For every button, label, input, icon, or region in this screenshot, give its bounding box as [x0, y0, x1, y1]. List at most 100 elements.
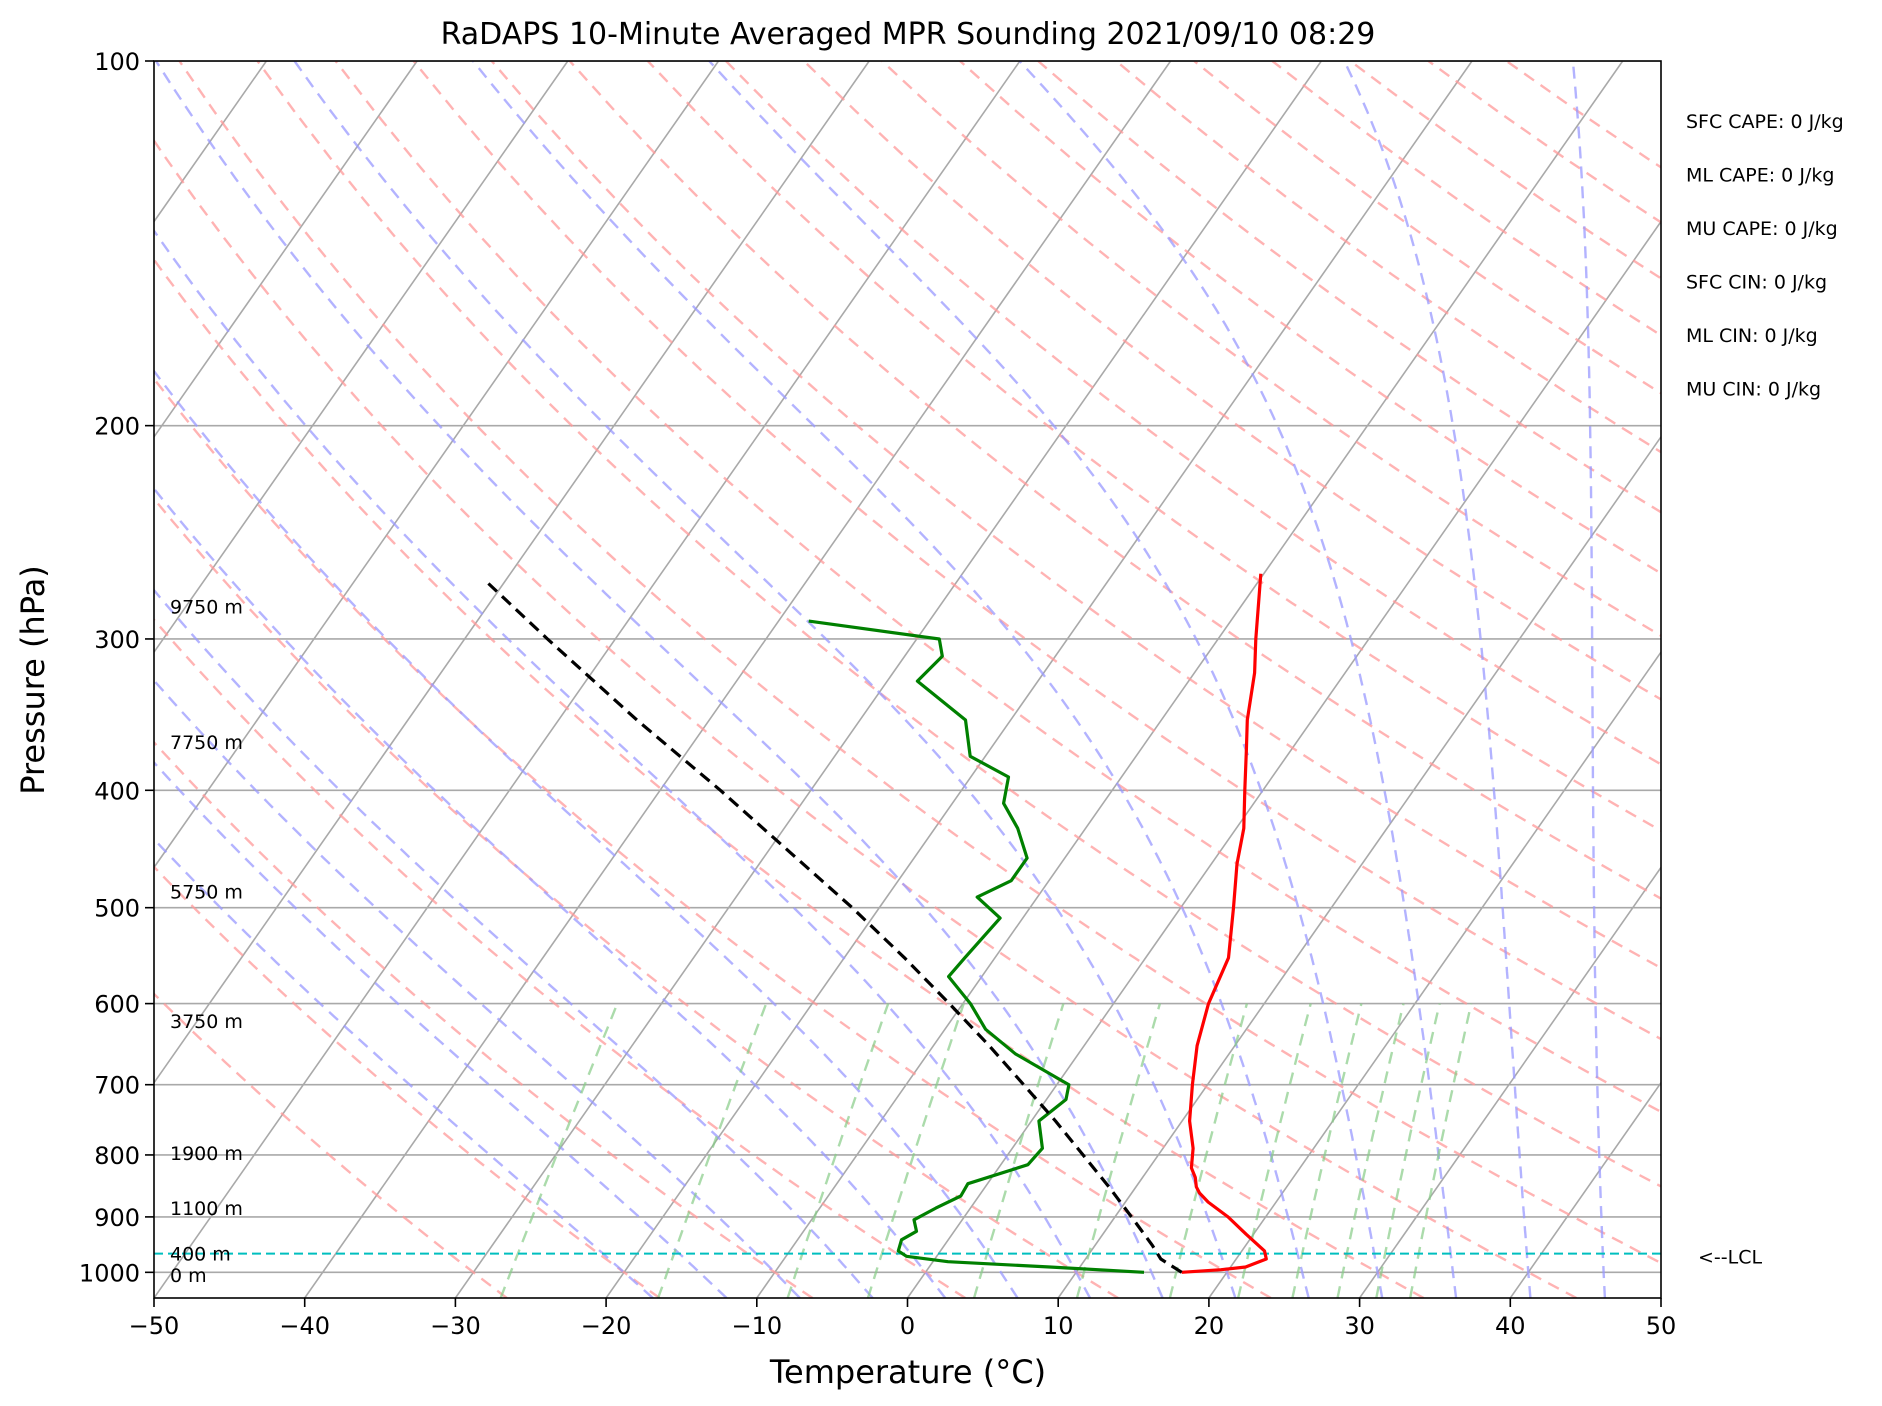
x-tick-label: −20 [581, 1312, 632, 1340]
series-line-3 [487, 582, 1183, 1274]
dry-adiabat-line [1193, 61, 1661, 395]
x-tick-label: 40 [1495, 1312, 1526, 1340]
dry-adiabat-line [490, 61, 1661, 970]
moist-adiabat-line [154, 228, 1092, 1298]
isotherm-line [454, 61, 1322, 1298]
dry-adiabat-line [412, 61, 1661, 1041]
dry-adiabat-line [1349, 61, 1661, 280]
y-tick-label: 600 [94, 991, 140, 1019]
dry-adiabat-line [1427, 61, 1661, 224]
isotherm-line [1208, 650, 1661, 1298]
height-label: 1100 m [170, 1198, 243, 1220]
y-tick-label: 300 [94, 626, 140, 654]
moist-adiabat-line [1018, 61, 1458, 1298]
dry-adiabat-line [1271, 61, 1661, 337]
dry-adiabat-line [803, 61, 1661, 701]
isotherm-line [154, 61, 418, 439]
y-tick-label: 900 [94, 1204, 140, 1232]
dry-adiabat-line [178, 61, 1661, 1265]
axis-layer: −50 −40 −30 −20 −10 0 10 20 30 40 50 100 200 300 400 50… [79, 48, 1676, 1340]
x-tick-label: −40 [279, 1312, 330, 1340]
x-tick-label: 10 [1043, 1312, 1074, 1340]
isotherm-line [1057, 435, 1661, 1298]
dry-adiabat-line [1115, 61, 1661, 454]
mixing-ratio-line [1236, 1003, 1312, 1298]
mixing-ratio-line [1075, 1003, 1162, 1298]
y-tick-label: 400 [94, 777, 140, 805]
y-tick-label: 100 [94, 48, 140, 76]
isotherm-line [1358, 866, 1661, 1298]
y-tick-label: 200 [94, 413, 140, 441]
dry-adiabat-line [881, 61, 1661, 638]
x-tick-label: −10 [731, 1312, 782, 1340]
dry-adiabat-line [154, 138, 1578, 1298]
isotherm-line [1660, 1296, 1661, 1298]
dry-adiabat-line [1037, 61, 1661, 514]
isotherm-line [906, 220, 1661, 1298]
dry-adiabat-line [154, 257, 1425, 1298]
moist-adiabat-line [154, 486, 947, 1298]
mixing-ratio-line [1291, 1003, 1363, 1298]
dry-adiabat-line [256, 61, 1661, 1188]
y-tick-label: 800 [94, 1142, 140, 1170]
x-tick-label: 0 [900, 1312, 915, 1340]
isotherm-line [154, 61, 870, 1085]
moist-adiabat-line [154, 837, 654, 1298]
stat-annotation: MU CAPE: 0 J/kg [1686, 218, 1838, 240]
height-label: 0 m [170, 1265, 207, 1287]
dry-adiabat-line [334, 61, 1661, 1114]
dry-adiabat-line [1505, 61, 1661, 169]
mixing-ratio-line [499, 1003, 619, 1298]
x-tick-label: −50 [129, 1312, 180, 1340]
series-layer [154, 573, 1661, 1274]
moist-adiabat-line [1343, 61, 1532, 1298]
moist-adiabat-line [708, 61, 1384, 1298]
height-label: 3750 m [170, 1011, 243, 1033]
stat-annotation: SFC CAPE: 0 J/kg [1686, 111, 1844, 133]
mixing-ratio-line [1375, 1003, 1441, 1298]
x-tick-label: 30 [1344, 1312, 1375, 1340]
lcl-label: <--LCL [1698, 1247, 1762, 1269]
dry-adiabat-line [725, 61, 1661, 766]
height-label: 7750 m [170, 732, 243, 754]
dry-adiabat-line [959, 61, 1661, 575]
x-tick-label: 20 [1194, 1312, 1225, 1340]
stat-annotation: ML CIN: 0 J/kg [1686, 325, 1818, 347]
y-tick-label: 500 [94, 895, 140, 923]
mixing-ratio-line [786, 1003, 890, 1298]
isotherm-line [304, 61, 1172, 1298]
plot-frame [153, 60, 1662, 1299]
moist-adiabat-line [154, 760, 728, 1298]
y-tick-label: 1000 [79, 1259, 140, 1287]
isotherm-line [154, 61, 720, 869]
chart-title: RaDAPS 10-Minute Averaged MPR Sounding 2… [441, 17, 1376, 52]
mixing-ratio-line [1336, 1003, 1405, 1298]
dry-adiabat-line [154, 992, 508, 1298]
moist-adiabat-line [154, 369, 1019, 1298]
y-tick-label: 700 [94, 1072, 140, 1100]
mixing-ratio-line [866, 1003, 965, 1298]
isotherm-line [154, 61, 569, 654]
stat-annotation: MU CIN: 0 J/kg [1686, 379, 1821, 401]
dry-adiabat-line [646, 61, 1661, 833]
moist-adiabat-line [154, 61, 1164, 1298]
mixing-ratio-line [972, 1003, 1065, 1298]
isotherm-line [605, 61, 1473, 1298]
moist-adiabat-line [1571, 61, 1607, 1298]
dry-adiabat-line [568, 61, 1661, 900]
x-tick-label: 50 [1646, 1312, 1677, 1340]
isotherm-line [1812, 61, 1882, 1298]
height-label: 9750 m [170, 596, 243, 618]
x-axis-label: Temperature (°C) [769, 1353, 1046, 1391]
background-lines [154, 61, 1882, 1298]
moist-adiabat-line [293, 61, 1237, 1298]
mixing-ratio-line [1409, 1003, 1473, 1298]
height-label: 400 m [170, 1244, 231, 1266]
y-axis-label: Pressure (hPa) [14, 565, 52, 795]
mixing-ratio-line [1168, 1003, 1249, 1298]
mixing-ratio-line [656, 1003, 768, 1298]
isotherm-line [154, 61, 1021, 1298]
stat-annotation: SFC CIN: 0 J/kg [1686, 272, 1827, 294]
moist-adiabat-line [154, 678, 801, 1298]
